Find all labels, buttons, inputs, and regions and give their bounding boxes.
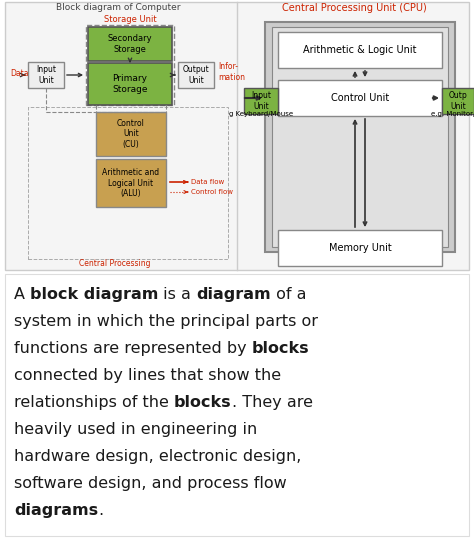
Text: system in which the principal parts or: system in which the principal parts or	[14, 314, 318, 329]
Text: blocks: blocks	[252, 341, 310, 356]
Text: .: .	[98, 503, 103, 518]
Text: Memory Unit: Memory Unit	[328, 243, 392, 253]
Bar	[265, 22, 455, 252]
Text: Output
Unit: Output Unit	[182, 65, 210, 85]
Text: Storage Unit: Storage Unit	[104, 15, 156, 23]
Bar	[244, 88, 278, 114]
Text: relationships of the: relationships of the	[14, 395, 174, 410]
Text: . They are: . They are	[232, 395, 313, 410]
Bar	[278, 32, 442, 68]
Text: Control Unit: Control Unit	[331, 93, 389, 103]
Text: Secondary
Storage: Secondary Storage	[108, 34, 152, 54]
Text: Arithmetic and
Logical Unit
(ALU): Arithmetic and Logical Unit (ALU)	[102, 168, 160, 198]
Text: A: A	[14, 287, 30, 302]
Text: heavily used in engineering in: heavily used in engineering in	[14, 422, 257, 437]
Text: Arithmetic & Logic Unit: Arithmetic & Logic Unit	[303, 45, 417, 55]
Text: connected by lines that show the: connected by lines that show the	[14, 368, 281, 383]
Bar	[88, 63, 172, 105]
Text: Data: Data	[10, 68, 28, 78]
Bar	[5, 2, 469, 270]
Bar	[28, 62, 64, 88]
Text: Input
Unit: Input Unit	[36, 65, 56, 85]
Bar	[28, 107, 228, 259]
Text: Outp
Unit: Outp Unit	[448, 91, 467, 111]
Text: software design, and process flow: software design, and process flow	[14, 476, 287, 491]
Bar	[88, 27, 172, 61]
Bar	[272, 27, 448, 247]
Text: Control flow: Control flow	[191, 189, 233, 195]
Text: blocks: blocks	[174, 395, 232, 410]
Text: Infor-
mation: Infor- mation	[218, 62, 245, 82]
Text: functions are represented by: functions are represented by	[14, 341, 252, 356]
Text: Input
Unit: Input Unit	[251, 91, 271, 111]
Text: Control
Unit
(CU): Control Unit (CU)	[117, 119, 145, 149]
Text: of a: of a	[271, 287, 307, 302]
Text: Central Processing: Central Processing	[79, 260, 151, 268]
Bar	[442, 88, 474, 114]
Text: block diagram: block diagram	[30, 287, 158, 302]
Bar	[96, 159, 166, 207]
Text: Block diagram of Computer: Block diagram of Computer	[56, 3, 180, 12]
Text: Central Processing Unit (CPU): Central Processing Unit (CPU)	[282, 3, 427, 13]
Text: g Keyboard/Mouse: g Keyboard/Mouse	[229, 111, 293, 117]
Text: diagrams: diagrams	[14, 503, 98, 518]
Text: is a: is a	[158, 287, 197, 302]
Bar	[86, 25, 174, 105]
Text: hardware design, electronic design,: hardware design, electronic design,	[14, 449, 301, 464]
Text: e.g. Monitor/Pri: e.g. Monitor/Pri	[431, 111, 474, 117]
Text: Primary
Storage: Primary Storage	[112, 74, 148, 94]
Bar	[178, 62, 214, 88]
Bar	[96, 112, 166, 156]
Bar	[278, 230, 442, 266]
Bar	[5, 274, 469, 536]
Text: Data flow: Data flow	[191, 179, 224, 185]
Bar	[278, 80, 442, 116]
Text: diagram: diagram	[197, 287, 271, 302]
